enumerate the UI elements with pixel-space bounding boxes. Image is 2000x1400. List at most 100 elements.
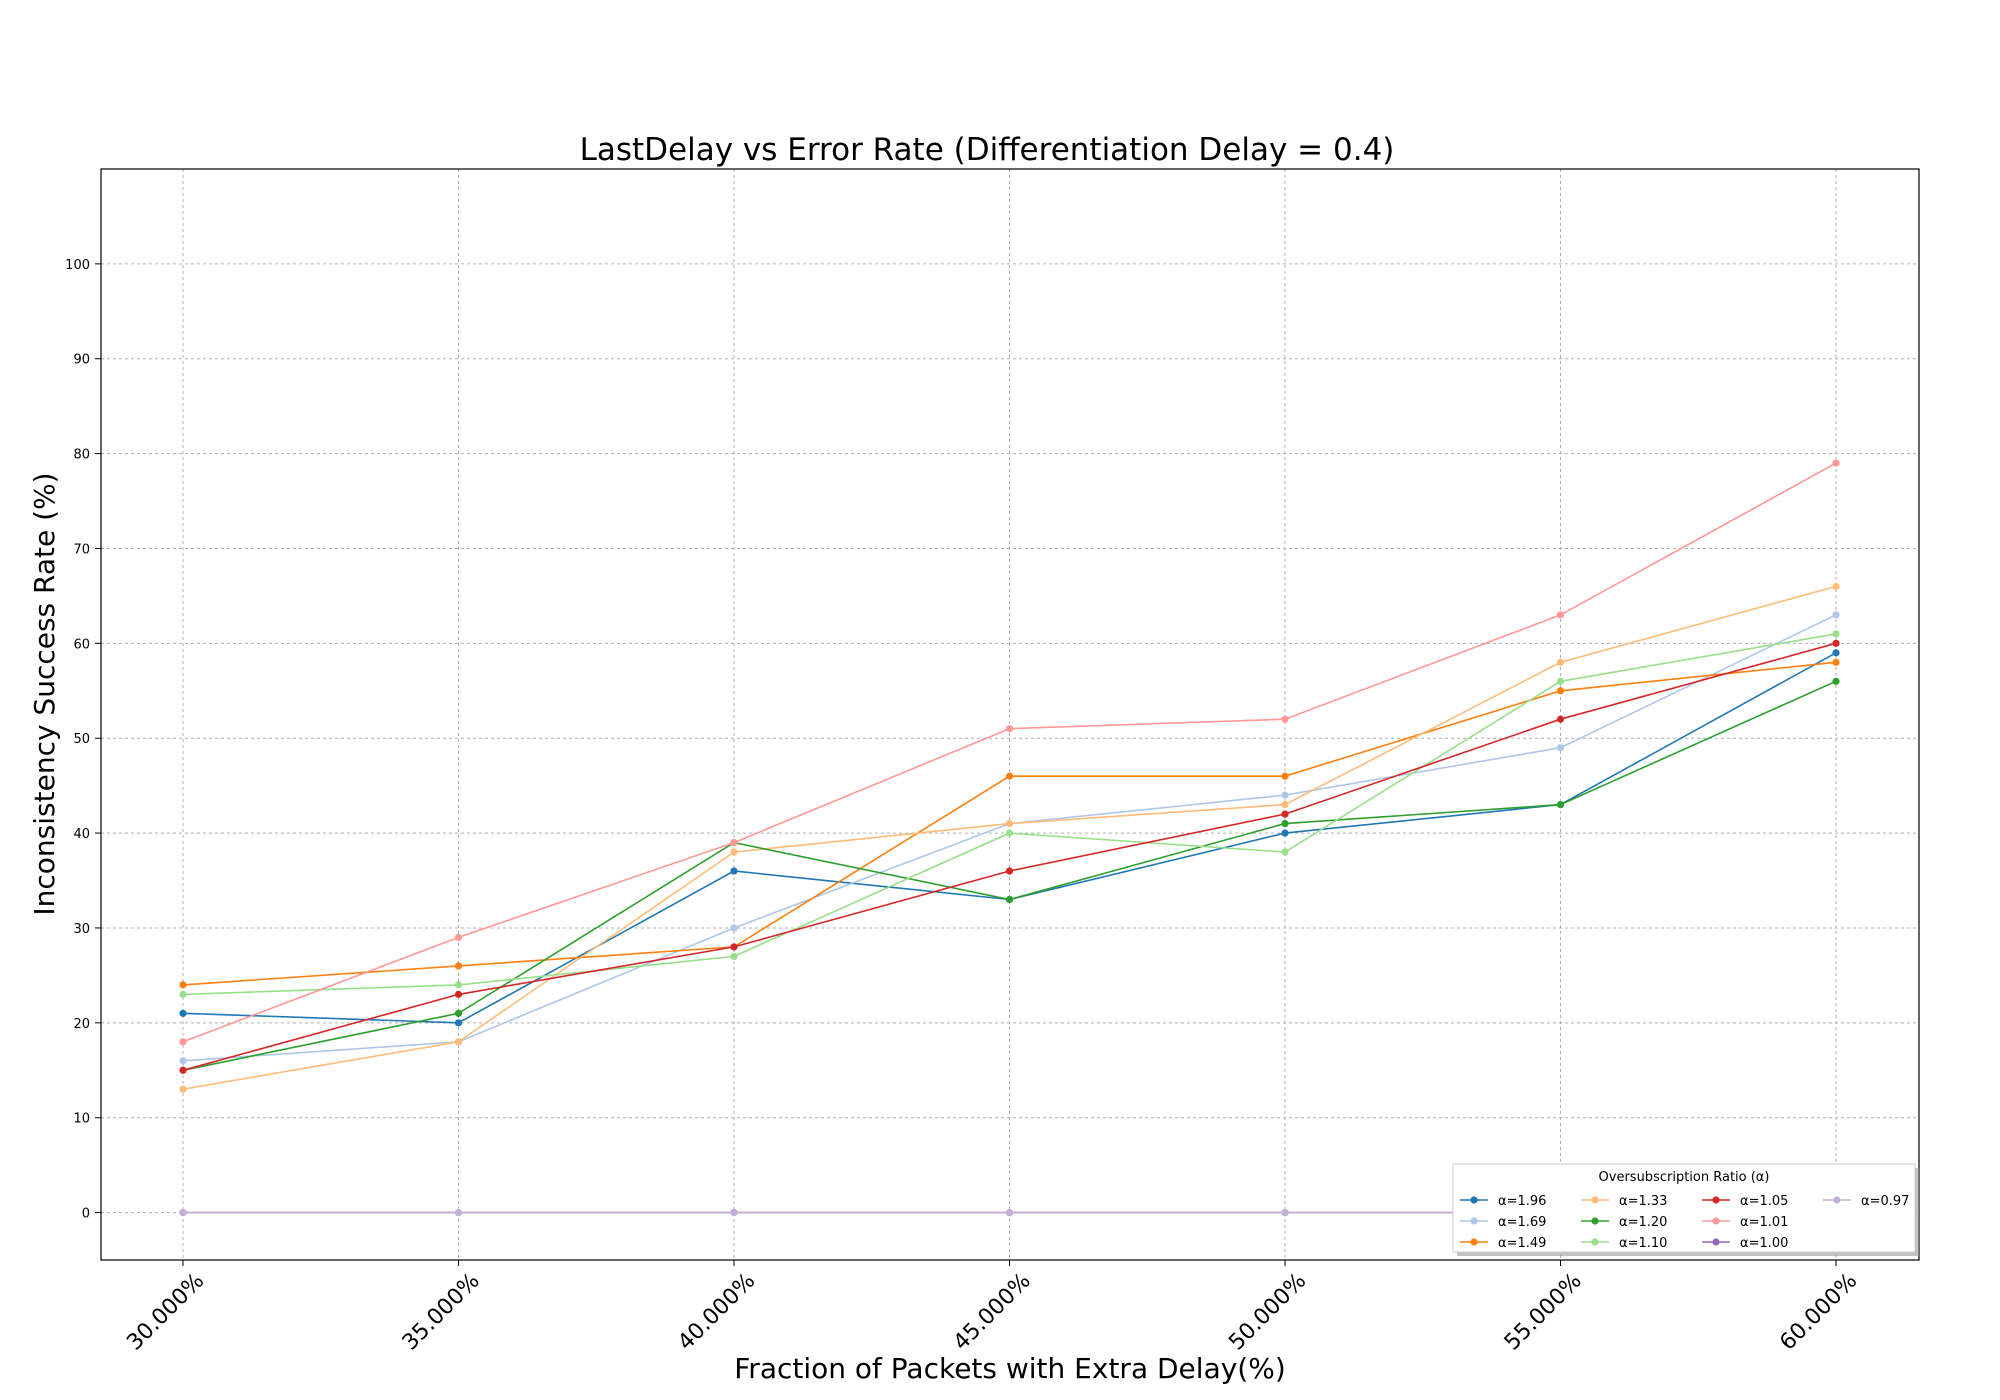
legend-item[interactable]: α=1.20 [1581,1215,1667,1230]
data-point[interactable] [179,981,187,989]
y-tick-label: 30 [73,922,90,937]
legend-label: α=1.20 [1619,1215,1667,1230]
y-tick-label: 0 [82,1207,90,1222]
data-point[interactable] [454,933,463,942]
data-point[interactable] [179,1038,187,1046]
data-point[interactable] [1281,848,1289,856]
legend-item[interactable]: α=1.05 [1702,1194,1788,1209]
data-point[interactable] [1281,791,1289,799]
data-point[interactable] [1556,677,1565,685]
data-point[interactable] [1005,829,1014,837]
data-point[interactable] [1281,772,1289,780]
data-point[interactable] [1556,801,1565,809]
legend-swatch-marker [1470,1217,1478,1225]
data-point[interactable] [1832,658,1840,666]
data-point[interactable] [1832,582,1840,591]
legend-item[interactable]: α=0.97 [1823,1194,1909,1209]
data-point[interactable] [1556,687,1565,695]
data-point[interactable] [730,924,738,932]
y-tick-label: 90 [73,353,90,368]
data-point[interactable] [1832,649,1840,657]
legend-item[interactable]: α=1.10 [1581,1236,1667,1251]
x-axis-title: Fraction of Packets with Extra Delay(%) [734,1352,1286,1385]
data-point[interactable] [454,990,463,998]
data-point[interactable] [1005,895,1014,904]
series-α=1.10 [179,630,1840,998]
legend-label: α=1.01 [1740,1215,1788,1230]
legend-label: α=0.97 [1861,1194,1909,1209]
legend-label: α=1.49 [1498,1236,1546,1251]
data-point[interactable] [179,1009,187,1017]
data-point[interactable] [1281,829,1289,837]
legend-item[interactable]: α=1.33 [1581,1194,1667,1209]
legend-swatch-marker [1591,1238,1599,1246]
y-tick-label: 70 [73,542,90,557]
legend-label: α=1.96 [1498,1194,1546,1209]
y-tick-label: 10 [73,1112,90,1127]
data-point[interactable] [1281,715,1289,723]
chart-title: LastDelay vs Error Rate (Differentiation… [580,132,1395,168]
y-axis: 0 10 20 30 40 50 60 70 80 90 100 [65,258,101,1222]
legend-swatch-marker [1833,1196,1841,1204]
data-point[interactable] [730,952,738,961]
data-point[interactable] [179,1085,187,1093]
legend[interactable]: Oversubscription Ratio (α) α=1.96 α=1.69 α=… [1452,1163,1919,1256]
data-point[interactable] [1281,801,1289,809]
data-point[interactable] [454,1038,463,1046]
grid [101,169,1919,1260]
data-point[interactable] [179,1208,187,1217]
data-point[interactable] [730,943,738,951]
legend-item[interactable]: α=1.00 [1702,1236,1788,1251]
data-point[interactable] [1832,630,1840,638]
legend-swatch-marker [1470,1196,1478,1204]
data-point[interactable] [1832,639,1840,647]
data-point[interactable] [1832,677,1840,685]
data-point[interactable] [1556,744,1565,752]
data-point[interactable] [1556,715,1565,723]
data-point[interactable] [454,962,463,970]
data-point[interactable] [1832,459,1840,467]
data-point[interactable] [1556,658,1565,666]
data-point[interactable] [1281,810,1289,818]
data-point[interactable] [730,1208,738,1217]
data-point[interactable] [1005,725,1014,733]
series-α=1.01 [179,459,1840,1046]
data-point[interactable] [1005,1208,1014,1217]
legend-item[interactable]: α=1.96 [1460,1194,1546,1209]
data-point[interactable] [730,838,738,847]
data-point[interactable] [454,981,463,989]
data-point[interactable] [454,1208,463,1217]
legend-swatch-marker [1591,1217,1599,1225]
series-α=1.33 [179,582,1840,1093]
legend-box [1452,1163,1916,1253]
data-point[interactable] [1005,772,1014,780]
data-point[interactable] [1281,1208,1289,1217]
data-point[interactable] [179,1066,187,1074]
y-axis-title: Inconsistency Success Rate (%) [28,472,61,915]
legend-label: α=1.05 [1740,1194,1788,1209]
y-tick-label: 100 [65,258,90,273]
legend-label: α=1.00 [1740,1236,1788,1251]
data-point[interactable] [1005,867,1014,875]
data-point[interactable] [730,848,738,856]
legend-item[interactable]: α=1.69 [1460,1215,1546,1230]
data-point[interactable] [454,1009,463,1017]
legend-item[interactable]: α=1.01 [1702,1215,1788,1230]
y-tick-label: 80 [73,448,90,463]
data-point[interactable] [179,990,187,998]
data-point[interactable] [1556,611,1565,619]
data-point[interactable] [730,867,738,875]
data-point[interactable] [1832,611,1840,619]
data-point[interactable] [179,1057,187,1065]
y-tick-label: 40 [73,827,90,842]
legend-swatch-marker [1591,1196,1599,1204]
data-point[interactable] [1005,820,1014,828]
legend-swatch-marker [1712,1238,1720,1246]
data-point[interactable] [454,1019,463,1027]
legend-item[interactable]: α=1.49 [1460,1236,1546,1251]
legend-label: α=1.69 [1498,1215,1546,1230]
legend-title: Oversubscription Ratio (α) [1599,1170,1770,1185]
data-point[interactable] [1281,820,1289,828]
